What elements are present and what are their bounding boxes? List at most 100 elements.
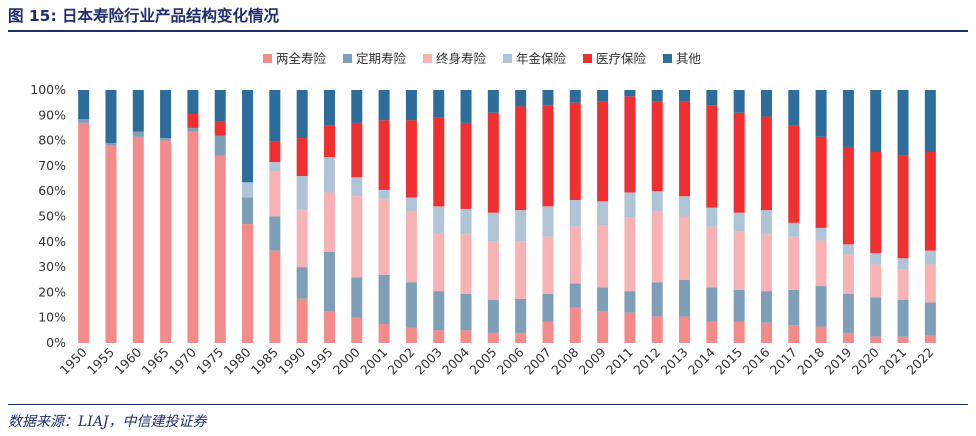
- x-tick-label-2017: 2017: [767, 345, 800, 378]
- bar-2012-series-3: [651, 211, 663, 283]
- bar-2005-series-5: [487, 112, 499, 213]
- bar-2008-series-2: [569, 283, 581, 308]
- bar-2015-series-1: [733, 321, 745, 343]
- bar-2003-series-3: [433, 232, 445, 292]
- bar-2003-series-4: [433, 206, 445, 233]
- bar-1995-series-3: [323, 192, 335, 252]
- x-tick-label-2009: 2009: [576, 344, 609, 377]
- bar-2021-series-6: [897, 90, 909, 156]
- legend-swatch-5: [583, 54, 592, 63]
- bar-2000-series-5: [351, 122, 363, 178]
- x-tick-label-2004: 2004: [439, 344, 472, 377]
- bar-2004-series-4: [460, 208, 472, 235]
- bar-2001-series-6: [378, 90, 390, 121]
- bar-2011-series-3: [624, 217, 636, 292]
- bar-2015-series-5: [733, 112, 745, 213]
- bar-2018-series-3: [815, 240, 827, 287]
- bar-2015-series-4: [733, 212, 745, 232]
- bar-2013-series-5: [679, 101, 691, 197]
- bar-2006-series-2: [515, 298, 527, 333]
- title-rule: [8, 30, 968, 32]
- bar-2017-series-2: [788, 289, 800, 326]
- bar-2008-series-5: [569, 102, 581, 201]
- bar-1975-series-5: [214, 121, 226, 136]
- bar-1975-series-1: [214, 155, 226, 343]
- bar-2016-series-6: [760, 90, 772, 117]
- bar-2015-series-2: [733, 289, 745, 322]
- bar-1990-series-4: [296, 176, 308, 211]
- bar-1970-series-2: [187, 127, 199, 132]
- bar-1970-series-5: [187, 114, 199, 128]
- bar-1965-series-1: [160, 140, 172, 343]
- bar-1965-series-2: [160, 138, 172, 141]
- bar-2014-series-1: [706, 321, 718, 343]
- bar-series: [78, 90, 936, 344]
- bar-2014-series-4: [706, 207, 718, 227]
- y-tick-label: 40%: [38, 234, 66, 249]
- bar-2021-series-1: [897, 336, 909, 343]
- bar-1975-series-2: [214, 135, 226, 156]
- bar-2004-series-5: [460, 122, 472, 209]
- bar-1990-series-2: [296, 267, 308, 299]
- x-tick-label-2014: 2014: [685, 344, 718, 377]
- bar-2019-series-5: [842, 146, 854, 245]
- bar-2004-series-3: [460, 234, 472, 294]
- bar-1995-series-6: [323, 90, 335, 126]
- bar-2008-series-3: [569, 226, 581, 284]
- x-tick-label-2013: 2013: [658, 345, 691, 378]
- bar-2021-series-5: [897, 155, 909, 259]
- x-tick-label-2000: 2000: [330, 344, 363, 377]
- bar-2006-series-5: [515, 106, 527, 211]
- x-tick-label-2020: 2020: [849, 344, 882, 377]
- bar-2006-series-1: [515, 332, 527, 343]
- x-tick-label-1990: 1990: [275, 344, 308, 377]
- bar-2007-series-5: [542, 105, 554, 207]
- bar-2022-series-1: [924, 335, 936, 343]
- bar-2003-series-2: [433, 291, 445, 331]
- bar-2017-series-6: [788, 90, 800, 126]
- bar-2009-series-6: [597, 90, 609, 102]
- bar-2006-series-6: [515, 90, 527, 107]
- bar-2000-series-3: [351, 196, 363, 278]
- source-note: 数据来源：LIAJ，中信建投证券: [8, 414, 207, 430]
- bar-2006-series-3: [515, 241, 527, 299]
- x-tick-label-2021: 2021: [876, 345, 909, 378]
- bar-1995-series-1: [323, 311, 335, 344]
- x-tick-label-2006: 2006: [494, 344, 527, 377]
- bar-1955-series-2: [105, 143, 117, 146]
- bar-2021-series-4: [897, 258, 909, 270]
- bar-2018-series-5: [815, 136, 827, 228]
- bar-2017-series-1: [788, 325, 800, 343]
- bar-1980-series-2: [242, 197, 254, 225]
- bar-2009-series-5: [597, 101, 609, 202]
- x-tick-label-2003: 2003: [412, 345, 445, 378]
- bar-2002-series-2: [405, 282, 417, 328]
- bar-2011-series-6: [624, 90, 636, 97]
- x-tick-label-1965: 1965: [139, 345, 172, 378]
- bar-2001-series-4: [378, 189, 390, 199]
- bar-2015-series-6: [733, 90, 745, 113]
- bar-1995-series-5: [323, 125, 335, 158]
- x-tick-label-2016: 2016: [739, 344, 772, 377]
- bar-2018-series-2: [815, 286, 827, 327]
- legend-label-6: 其他: [676, 51, 702, 66]
- bar-1990-series-1: [296, 298, 308, 343]
- bar-1980-series-4: [242, 182, 254, 198]
- bar-2007-series-4: [542, 206, 554, 237]
- bar-2009-series-2: [597, 287, 609, 312]
- bar-2002-series-6: [405, 90, 417, 121]
- x-tick-label-2001: 2001: [357, 345, 390, 378]
- bar-2019-series-1: [842, 332, 854, 343]
- legend-label-4: 年金保险: [516, 51, 567, 66]
- bar-2008-series-6: [569, 90, 581, 103]
- bar-2007-series-6: [542, 90, 554, 106]
- bar-2000-series-4: [351, 177, 363, 197]
- bar-2020-series-4: [870, 253, 882, 265]
- bar-2008-series-4: [569, 200, 581, 227]
- bar-2003-series-5: [433, 117, 445, 207]
- bar-2019-series-4: [842, 244, 854, 255]
- bar-1985-series-3: [269, 170, 281, 217]
- bar-2012-series-1: [651, 316, 663, 343]
- x-tick-label-2011: 2011: [603, 345, 636, 378]
- bar-2005-series-1: [487, 332, 499, 343]
